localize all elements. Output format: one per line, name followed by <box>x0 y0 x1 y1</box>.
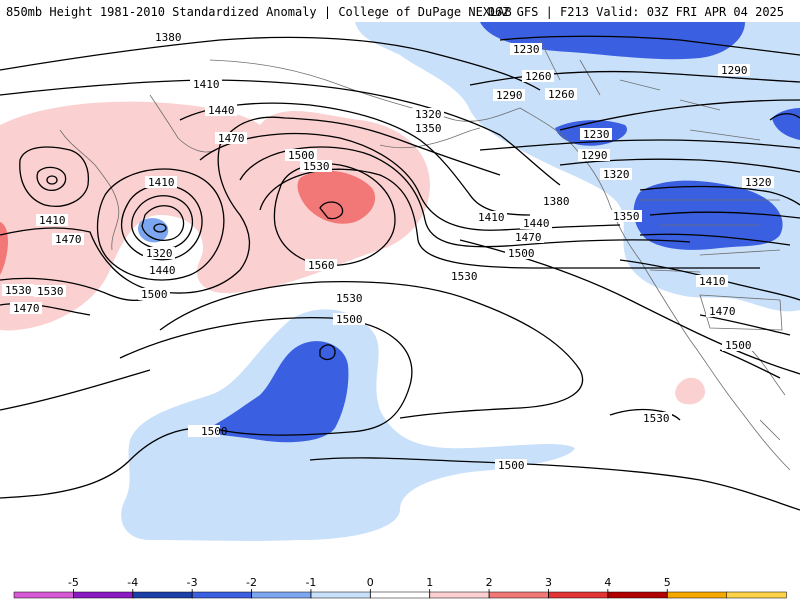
contour-label: 1500 <box>725 339 752 352</box>
negative-core-east <box>772 108 800 140</box>
colorbar-swatch <box>191 591 253 599</box>
contour-label: 1470 <box>55 233 82 246</box>
contour-label: 1410 <box>699 275 726 288</box>
colorbar-tick-label: -5 <box>68 576 79 589</box>
contour-label: 1500 <box>141 288 168 301</box>
contour-label: 1410 <box>193 78 220 91</box>
contour-label: 1560 <box>308 259 335 272</box>
map-header: 850mb Height 1981-2010 Standardized Anom… <box>0 0 800 22</box>
contour-label: 1500 <box>201 425 228 438</box>
negative-anomaly-pacific <box>121 309 575 541</box>
map-title: 850mb Height 1981-2010 Standardized Anom… <box>6 5 512 19</box>
height-contours <box>0 35 800 511</box>
colorbar-swatch <box>488 591 550 599</box>
anomaly-colorbar: -5 -4 -3 -2 -1 0 1 2 3 4 5 <box>13 576 787 599</box>
low-center-west <box>153 223 167 233</box>
colorbar-swatch <box>370 591 431 599</box>
model-run-info: 06Z GFS | F213 Valid: 03Z FRI APR 04 202… <box>487 5 784 19</box>
contour-label: 1290 <box>496 89 523 102</box>
colorbar-tick-label: 1 <box>426 576 433 589</box>
colorbar-swatches <box>13 591 787 599</box>
contour-label: 1470 <box>13 302 40 315</box>
contour-label: 1380 <box>543 195 570 208</box>
contour-label: 1410 <box>478 211 505 224</box>
contour-label: 1410 <box>148 176 175 189</box>
contour-label: 1260 <box>525 70 552 83</box>
contour-label: 1530 <box>643 412 670 425</box>
positive-anomaly-mexico <box>675 377 705 405</box>
contour-label: 1530 <box>5 284 32 297</box>
colorbar-ticks: -5 -4 -3 -2 -1 0 1 2 3 4 5 <box>68 576 671 598</box>
contour-label: 1530 <box>303 160 330 173</box>
contour-label: 1260 <box>548 88 575 101</box>
negative-core-pacific <box>205 341 349 443</box>
contour-label: 1290 <box>581 149 608 162</box>
contour-label: 1500 <box>288 149 315 162</box>
contour-label: 1230 <box>583 128 610 141</box>
colorbar-swatch <box>251 591 312 599</box>
contour-label: 1470 <box>515 231 542 244</box>
contour-label: 1350 <box>613 210 640 223</box>
contour-label: 1320 <box>146 247 173 260</box>
contour-label: 1500 <box>336 313 363 326</box>
contour-label: 1410 <box>39 214 66 227</box>
contour-label: 1500 <box>508 247 535 260</box>
contour-label: 1470 <box>709 305 736 318</box>
colorbar-swatch <box>607 591 668 599</box>
colorbar-swatch <box>132 591 193 599</box>
contour-labels: 1380 1410 1440 1470 1500 1530 1560 1320 … <box>2 31 774 472</box>
anomaly-shading <box>0 22 800 541</box>
low-center-far-west <box>46 175 58 185</box>
colorbar-tick-label: -3 <box>187 576 198 589</box>
colorbar-swatch <box>548 591 609 599</box>
contour-label: 1290 <box>721 64 748 77</box>
colorbar-tick-label: -2 <box>246 576 257 589</box>
contour-label: 1440 <box>523 217 550 230</box>
positive-core-central <box>297 170 376 224</box>
contour-label: 1230 <box>513 43 540 56</box>
colorbar-tick-label: 5 <box>664 576 671 589</box>
colorbar-tick-label: -1 <box>305 576 316 589</box>
contour-label: 1380 <box>155 31 182 44</box>
colorbar-swatch <box>429 591 490 599</box>
contour-label: 1530 <box>336 292 363 305</box>
positive-core-west <box>0 222 8 275</box>
colorbar-tick-label: 4 <box>604 576 611 589</box>
negative-core-gulf-alaska <box>480 22 745 60</box>
contour-label: 1530 <box>451 270 478 283</box>
contour-label: 1440 <box>208 104 235 117</box>
contour-label: 1320 <box>603 168 630 181</box>
contour-label: 1440 <box>149 264 176 277</box>
contour-label: 1350 <box>415 122 442 135</box>
negative-core-plains <box>633 180 783 250</box>
anomaly-map: 1380 1410 1440 1470 1500 1530 1560 1320 … <box>0 22 800 590</box>
contour-label: 1320 <box>415 108 442 121</box>
colorbar-tick-label: 3 <box>545 576 552 589</box>
colorbar-swatch <box>13 591 75 599</box>
contour-label: 1470 <box>218 132 245 145</box>
colorbar-tick-label: -4 <box>127 576 138 589</box>
colorbar-swatch <box>726 591 787 599</box>
colorbar-tick-label: 0 <box>367 576 374 589</box>
low-centers <box>46 175 167 233</box>
positive-anomaly-west <box>0 101 430 331</box>
colorbar-swatch <box>666 591 728 599</box>
colorbar-swatch <box>310 591 372 599</box>
contour-label: 1320 <box>745 176 772 189</box>
colorbar-tick-label: 2 <box>486 576 493 589</box>
contour-label: 1530 <box>37 285 64 298</box>
contour-label: 1500 <box>498 459 525 472</box>
colorbar-swatch <box>73 591 134 599</box>
